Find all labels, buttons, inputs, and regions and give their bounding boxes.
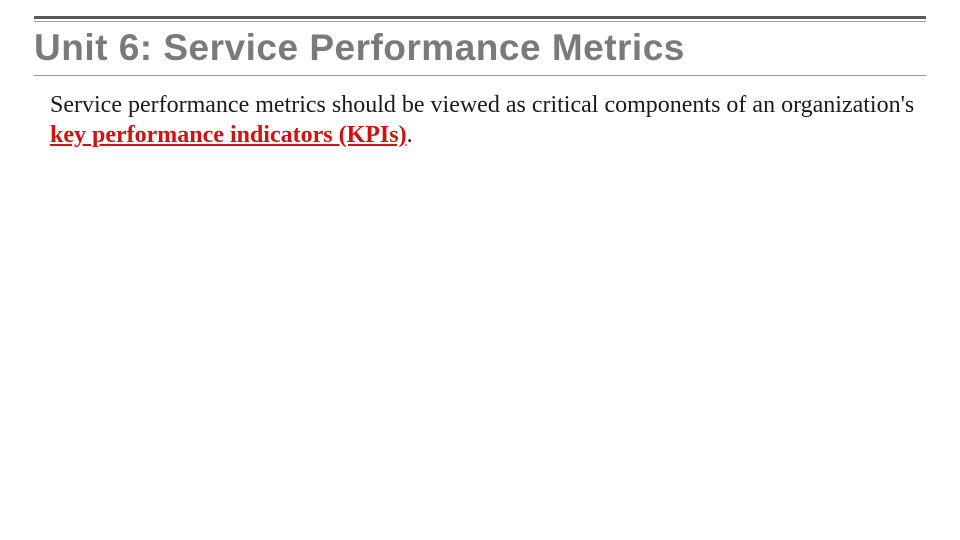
- title-underline-rule: [34, 75, 926, 76]
- top-thick-rule: [34, 16, 926, 19]
- top-thin-rule: [34, 21, 926, 22]
- body-lead-text: Service performance metrics should be vi…: [50, 92, 914, 118]
- body-highlight-text: key performance indicators (KPIs): [50, 122, 407, 148]
- slide-title: Unit 6: Service Performance Metrics: [34, 28, 926, 69]
- slide: Unit 6: Service Performance Metrics Serv…: [0, 0, 960, 540]
- body-tail-text: .: [407, 122, 413, 148]
- slide-body: Service performance metrics should be vi…: [34, 90, 926, 150]
